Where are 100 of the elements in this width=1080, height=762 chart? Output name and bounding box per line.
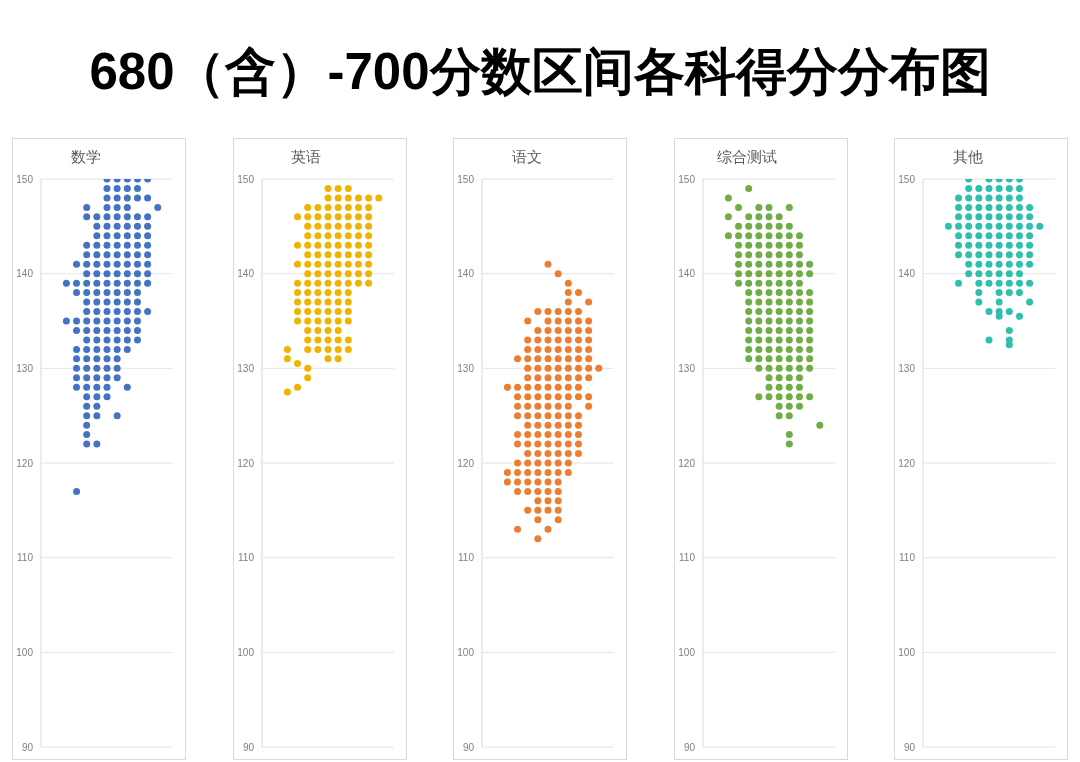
point	[564, 336, 572, 344]
point	[83, 440, 91, 448]
point	[93, 355, 101, 363]
point	[585, 317, 593, 325]
point	[524, 402, 532, 410]
point	[364, 270, 372, 278]
point	[144, 232, 152, 240]
point	[775, 402, 783, 410]
point	[785, 383, 793, 391]
point	[73, 326, 81, 334]
point	[765, 213, 772, 221]
point	[564, 279, 572, 287]
point	[534, 336, 542, 344]
point	[123, 184, 131, 192]
point	[785, 308, 793, 316]
point	[283, 388, 291, 396]
y-tick-label: 90	[242, 741, 254, 753]
point	[534, 421, 542, 429]
point	[574, 383, 582, 391]
point	[354, 203, 362, 211]
point	[754, 345, 762, 353]
point	[965, 213, 973, 221]
point	[113, 308, 121, 316]
y-tick-label: 100	[236, 646, 254, 658]
point	[113, 251, 121, 259]
point	[544, 317, 552, 325]
point	[334, 203, 342, 211]
point	[795, 308, 803, 316]
point	[123, 317, 131, 325]
y-tick-label: 140	[16, 268, 34, 280]
point	[754, 203, 762, 211]
point	[93, 213, 101, 221]
point	[1005, 203, 1013, 211]
point	[754, 289, 762, 297]
point	[785, 289, 793, 297]
point	[524, 440, 532, 448]
point	[303, 203, 311, 211]
point	[524, 412, 532, 420]
point	[364, 251, 372, 259]
point	[995, 279, 1003, 287]
point	[775, 213, 783, 221]
point	[534, 374, 542, 382]
point	[283, 345, 291, 353]
y-tick-label: 130	[677, 362, 695, 374]
point	[564, 440, 572, 448]
point	[83, 289, 91, 297]
point	[765, 203, 772, 211]
point	[103, 289, 111, 297]
point	[364, 222, 372, 230]
point	[313, 213, 321, 221]
point	[303, 222, 311, 230]
point	[785, 317, 793, 325]
point	[734, 203, 742, 211]
point	[503, 478, 511, 486]
y-tick-label: 130	[16, 362, 34, 374]
point	[554, 478, 562, 486]
point	[1026, 222, 1034, 230]
point	[93, 336, 101, 344]
point	[1005, 260, 1013, 268]
point	[93, 402, 101, 410]
point	[103, 213, 111, 221]
point	[1005, 241, 1013, 249]
point	[775, 289, 783, 297]
point	[785, 374, 793, 382]
point	[744, 279, 752, 287]
point	[62, 317, 70, 325]
y-tick-label: 120	[236, 457, 254, 469]
point	[83, 213, 91, 221]
point	[544, 440, 552, 448]
point	[324, 251, 331, 259]
point	[123, 232, 131, 240]
point	[303, 298, 311, 306]
point	[1005, 251, 1013, 259]
point	[324, 222, 331, 230]
point	[324, 279, 331, 287]
point	[123, 213, 131, 221]
point	[293, 308, 301, 316]
point	[524, 487, 532, 495]
point	[123, 203, 131, 211]
point	[73, 345, 81, 353]
point	[754, 213, 762, 221]
y-tick-label: 130	[457, 362, 475, 374]
point	[554, 336, 562, 344]
point	[324, 260, 331, 268]
point	[113, 213, 121, 221]
y-tick-label: 120	[677, 457, 695, 469]
point	[293, 213, 301, 221]
point	[985, 213, 993, 221]
point	[754, 232, 762, 240]
point	[93, 326, 101, 334]
y-tick-label: 120	[457, 457, 475, 469]
point	[754, 251, 762, 259]
point	[73, 289, 81, 297]
point	[133, 308, 141, 316]
point	[334, 260, 342, 268]
point	[324, 317, 331, 325]
point	[775, 308, 783, 316]
point	[785, 232, 793, 240]
point	[965, 203, 973, 211]
point	[83, 412, 91, 420]
